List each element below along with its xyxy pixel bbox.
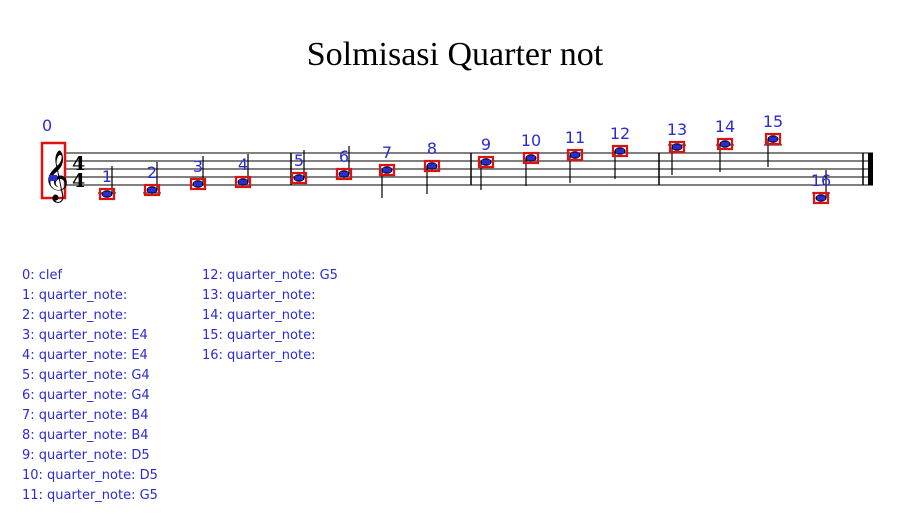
note-bounding-box [423,159,441,173]
time-signature: 4 4 [72,153,85,192]
symbol-index-label: 4 [238,155,248,174]
symbol-index-label: 7 [382,143,392,162]
note-center-marker [616,148,624,154]
quarter-note: 8 [423,139,441,194]
symbol-index-label: 2 [147,163,157,182]
symbol-index-label: 6 [339,147,349,166]
note-bounding-box [234,175,252,189]
note-center-marker [527,155,535,161]
quarter-note: 13 [667,120,687,175]
staff-lines [66,152,873,186]
symbol-index-label: 12 [610,124,630,143]
score-title: Solmisasi Quarter not [306,36,604,73]
symbol-index-label: 0 [42,116,52,135]
legend-column-1: 0: clef 1: quarter_note: 2: quarter_note:… [22,266,158,506]
note-center-marker [340,171,348,177]
legend-item: 0: clef [22,268,63,283]
symbol-index-label: 5 [294,151,304,170]
symbol-index-label: 16 [811,171,831,190]
quarter-note: 15 [763,112,783,167]
quarter-note: 1 [98,166,116,201]
legend-item: 4: quarter_note: E4 [22,348,148,363]
symbol-index-label: 14 [715,117,735,136]
clef-center-marker [49,175,57,181]
note-center-marker [721,141,729,147]
quarter-note: 11 [565,128,585,183]
legend-item: 10: quarter_note: D5 [22,468,158,483]
quarter-note: 6 [335,146,353,181]
note-bounding-box [98,187,116,201]
time-signature-top: 4 [72,153,85,175]
note-center-marker [148,187,156,193]
time-signature-bottom: 4 [72,170,85,192]
legend-item: 13: quarter_note: [202,288,320,303]
symbol-index-label: 13 [667,120,687,139]
symbol-index-label: 1 [102,167,112,186]
quarter-note: 16 [811,170,831,205]
note-center-marker [194,181,202,187]
note-bounding-box [477,155,495,169]
quarter-note: 10 [521,131,541,186]
note-center-marker [239,179,247,185]
symbol-index-label: 9 [481,135,491,154]
legend-item: 16: quarter_note: [202,348,320,363]
legend-item: 1: quarter_note: [22,288,132,303]
clef-bounding-box [40,141,67,200]
note-center-marker [817,195,825,201]
quarter-note: 7 [378,143,396,198]
note-bounding-box [764,132,782,146]
final-barline-thick [868,153,873,185]
symbol-index-label: 8 [427,139,437,158]
symbol-index-label: 3 [193,157,203,176]
quarter-note: 4 [234,154,252,189]
quarter-note: 3 [189,156,207,191]
legend-column-2: 12: quarter_note: G5 13: quarter_note: 14… [202,266,338,366]
note-bounding-box [189,177,207,191]
note-bounding-box [143,183,161,197]
symbol-index-label: 11 [565,128,585,147]
note-bounding-box [290,171,308,185]
note-center-marker [769,136,777,142]
note-bounding-box [716,137,734,151]
treble-clef: 𝄞 0 [40,116,69,203]
legend-item: 14: quarter_note: [202,308,320,323]
note-center-marker [428,163,436,169]
legend-item: 7: quarter_note: B4 [22,408,149,423]
legend-item: 6: quarter_note: G4 [22,388,150,403]
note-bounding-box [611,144,629,158]
quarter-note: 2 [143,162,161,197]
legend-item: 9: quarter_note: D5 [22,448,150,463]
note-center-marker [295,175,303,181]
quarter-note: 9 [477,135,495,190]
note-center-marker [571,152,579,158]
legend-item: 12: quarter_note: G5 [202,268,338,283]
legend-item: 11: quarter_note: G5 [22,488,158,503]
note-center-marker [673,144,681,150]
note-bounding-box [668,140,686,154]
note-bounding-box [335,167,353,181]
legend-item: 2: quarter_note: [22,308,132,323]
note-center-marker [103,191,111,197]
note-bounding-box [812,191,830,205]
note-center-marker [482,159,490,165]
note-bounding-box [522,151,540,165]
note-bounding-box [378,163,396,177]
legend-item: 15: quarter_note: [202,328,320,343]
legend-item: 3: quarter_note: E4 [22,328,148,343]
quarter-note: 14 [715,117,735,172]
note-bounding-box [566,148,584,162]
quarter-note: 12 [610,124,630,179]
symbol-index-label: 15 [763,112,783,131]
quarter-note: 5 [290,150,308,185]
legend-item: 8: quarter_note: B4 [22,428,149,443]
symbol-index-label: 10 [521,131,541,150]
note-center-marker [383,167,391,173]
legend-item: 5: quarter_note: G4 [22,368,150,383]
